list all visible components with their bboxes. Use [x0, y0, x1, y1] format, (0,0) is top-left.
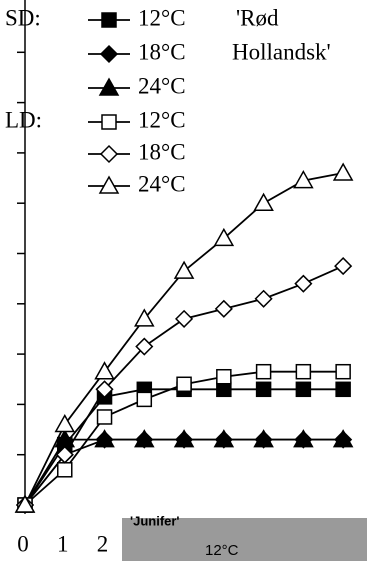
annotation: 'Rød — [236, 5, 279, 30]
data-point — [332, 162, 354, 181]
data-point — [94, 361, 115, 380]
data-point — [134, 308, 155, 327]
data-point — [335, 363, 351, 380]
legend-group-label: LD: — [5, 107, 42, 132]
data-point — [173, 429, 195, 448]
data-point — [57, 462, 73, 478]
legend-marker — [99, 144, 119, 164]
data-point — [136, 391, 153, 408]
data-point — [253, 429, 274, 448]
annotation: Hollandsk' — [232, 39, 331, 64]
legend-marker — [99, 44, 119, 64]
data-point — [216, 368, 232, 385]
data-point — [332, 429, 354, 448]
data-point — [254, 289, 273, 308]
data-point — [213, 429, 235, 448]
data-point — [214, 299, 233, 318]
data-point — [134, 429, 155, 448]
inset-title: 'Junifer' — [130, 513, 180, 528]
data-point — [295, 363, 312, 380]
legend-marker — [101, 114, 117, 130]
data-point — [135, 337, 154, 356]
data-point — [255, 381, 272, 398]
data-point — [173, 260, 195, 279]
data-point — [294, 274, 313, 293]
inset-label: 12°C — [205, 542, 239, 559]
data-point — [335, 381, 351, 398]
legend-marker — [98, 175, 120, 194]
data-point — [55, 445, 74, 464]
data-point — [96, 409, 113, 425]
x-tick-label: 1 — [57, 531, 69, 556]
data-point — [255, 363, 272, 380]
legend-label: 18°C — [138, 139, 186, 164]
x-tick-label: 2 — [97, 531, 109, 556]
inset-photo — [122, 518, 367, 561]
x-tick-label: 0 — [17, 531, 29, 556]
legend-group-label: SD: — [5, 5, 41, 30]
data-point — [213, 227, 235, 247]
legend-label: 12°C — [138, 5, 186, 30]
data-point — [54, 413, 76, 433]
data-point — [293, 429, 314, 448]
legend-marker — [98, 77, 120, 96]
data-point — [253, 192, 274, 211]
data-point — [334, 257, 353, 276]
legend-label: 24°C — [138, 73, 186, 98]
data-point — [175, 309, 194, 328]
data-point — [95, 380, 114, 399]
legend-label: 18°C — [138, 39, 186, 64]
data-point — [14, 494, 36, 513]
legend-marker — [101, 12, 117, 28]
data-point — [293, 170, 314, 189]
data-point — [295, 381, 312, 398]
data-point — [94, 429, 115, 448]
data-point — [176, 376, 192, 393]
legend-label: 24°C — [138, 171, 186, 196]
legend-label: 12°C — [138, 107, 186, 132]
